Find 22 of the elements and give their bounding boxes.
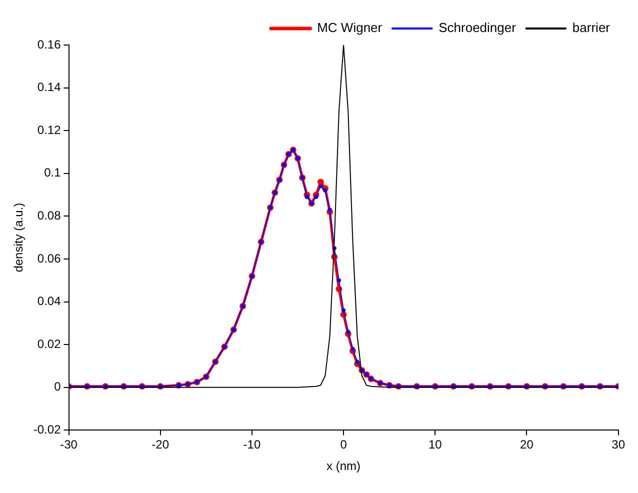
y-tick-label: 0	[54, 380, 62, 394]
x-tick-label: 20	[520, 438, 534, 452]
y-tick-label: 0.12	[37, 122, 62, 137]
y-tick-label: 0.08	[37, 208, 62, 223]
x-tick-label: -30	[60, 438, 78, 452]
y-tick-label: 0.06	[37, 251, 62, 266]
x-tick-label: -20	[152, 438, 170, 452]
y-tick-label: 0.14	[37, 80, 62, 94]
legend-label: barrier	[572, 20, 611, 36]
x-tick-label: 10	[428, 438, 442, 452]
legend-label: Schroedinger	[438, 20, 517, 36]
y-axis-title: density (a.u.)	[12, 202, 26, 272]
y-tick-label: 0.1	[44, 166, 62, 180]
x-tick-label: 30	[612, 438, 626, 452]
y-tick-label: 0.04	[37, 294, 62, 308]
x-tick-label: -10	[243, 438, 261, 452]
x-axis-title: x (nm)	[326, 459, 361, 474]
y-tick-label: 0.16	[37, 37, 62, 52]
y-tick-label: 0.02	[37, 336, 62, 351]
legend-label: MC Wigner	[317, 20, 383, 36]
y-tick-label: -0.02	[33, 422, 62, 437]
x-tick-label: 0	[340, 438, 348, 452]
